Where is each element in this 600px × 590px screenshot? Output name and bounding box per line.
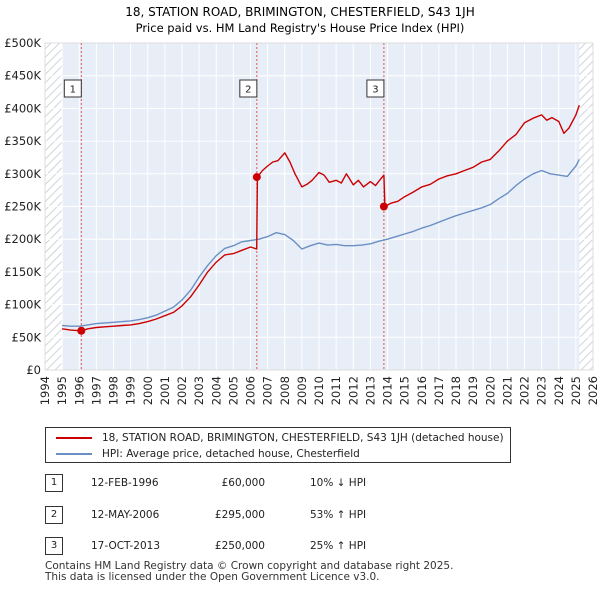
sale-marker-label: 3 bbox=[366, 79, 385, 98]
x-tick-label: 2019 bbox=[466, 376, 480, 405]
sale-marker-box bbox=[63, 79, 82, 98]
x-tick-label: 2005 bbox=[226, 376, 240, 405]
sale-row: 2 12-MAY-2006 £295,000 53% ↑ HPI bbox=[45, 506, 585, 526]
chart-subtitle: Price paid vs. HM Land Registry's House … bbox=[136, 21, 465, 35]
legend: 18, STATION ROAD, BRIMINGTON, CHESTERFIE… bbox=[45, 427, 511, 463]
sale-hpi-diff: 10% ↓ HPI bbox=[310, 477, 367, 489]
x-tick-label: 2001 bbox=[158, 376, 172, 405]
sale-price: £250,000 bbox=[214, 540, 265, 552]
sale-badge: 2 bbox=[45, 506, 63, 524]
legend-item-hpi: HPI: Average price, detached house, Ches… bbox=[56, 446, 360, 462]
sale-price: £60,000 bbox=[221, 477, 265, 489]
x-tick-label: 2008 bbox=[278, 376, 292, 405]
sale-marker-label: 1 bbox=[63, 79, 82, 98]
sale-point bbox=[252, 173, 261, 182]
chart-title: 18, STATION ROAD, BRIMINGTON, CHESTERFIE… bbox=[125, 5, 475, 19]
footer-copyright: Contains HM Land Registry data © Crown c… bbox=[45, 560, 454, 572]
x-tick-label: 2004 bbox=[209, 376, 223, 405]
sale-row: 3 17-OCT-2013 £250,000 25% ↑ HPI bbox=[45, 537, 585, 557]
x-tick-label: 2020 bbox=[483, 376, 497, 405]
sale-date: 12-FEB-1996 bbox=[91, 477, 159, 489]
x-tick-label: 1995 bbox=[55, 376, 69, 405]
x-tick-label: 2024 bbox=[552, 376, 566, 405]
sale-hpi-diff: 25% ↑ HPI bbox=[310, 540, 367, 552]
sale-badge: 1 bbox=[45, 474, 63, 492]
x-tick-label: 2011 bbox=[329, 376, 343, 405]
sale-price: £295,000 bbox=[214, 509, 265, 521]
x-tick-label: 2021 bbox=[500, 376, 514, 405]
footer-license: This data is licensed under the Open Gov… bbox=[45, 571, 380, 583]
sale-marker-number: 3 bbox=[372, 85, 378, 96]
y-tick-label: £0 bbox=[26, 363, 41, 377]
sale-row: 1 12-FEB-1996 £60,000 10% ↓ HPI bbox=[45, 474, 585, 494]
x-tick-label: 1996 bbox=[72, 376, 86, 405]
legend-label-hpi: HPI: Average price, detached house, Ches… bbox=[102, 448, 360, 460]
x-tick-label: 1998 bbox=[107, 376, 121, 405]
series-line-property bbox=[61, 104, 580, 332]
sale-date: 17-OCT-2013 bbox=[91, 540, 160, 552]
x-tick-label: 2023 bbox=[535, 376, 549, 405]
x-tick-label: 1994 bbox=[38, 376, 52, 405]
x-tick-label: 2007 bbox=[261, 376, 275, 405]
sale-marker-number: 2 bbox=[245, 85, 251, 96]
x-tick-label: 2022 bbox=[518, 376, 532, 405]
x-tick-label: 2014 bbox=[381, 376, 395, 405]
sale-date: 12-MAY-2006 bbox=[91, 509, 160, 521]
x-tick-label: 2018 bbox=[449, 376, 463, 405]
x-tick-label: 1999 bbox=[124, 376, 138, 405]
plot-border bbox=[44, 42, 594, 371]
y-tick-label: £400K bbox=[4, 101, 41, 115]
x-tick-label: 2002 bbox=[175, 376, 189, 405]
x-tick-label: 2017 bbox=[432, 376, 446, 405]
x-tick-label: 2015 bbox=[398, 376, 412, 405]
x-tick-label: 2009 bbox=[295, 376, 309, 405]
x-tick-label: 2026 bbox=[586, 376, 600, 405]
y-tick-label: £350K bbox=[4, 134, 41, 148]
footer: Contains HM Land Registry data © Crown c… bbox=[45, 561, 453, 583]
x-tick-label: 2025 bbox=[569, 376, 583, 405]
x-tick-label: 2003 bbox=[192, 376, 206, 405]
x-tick-label: 1997 bbox=[89, 376, 103, 405]
plot-series-group bbox=[61, 43, 580, 370]
sale-marker-number: 1 bbox=[70, 85, 76, 96]
legend-item-property: 18, STATION ROAD, BRIMINGTON, CHESTERFIE… bbox=[56, 430, 504, 446]
y-tick-label: £250K bbox=[4, 200, 41, 214]
x-tick-label: 2010 bbox=[312, 376, 326, 405]
sale-badge: 3 bbox=[45, 537, 63, 555]
x-tick-label: 2012 bbox=[346, 376, 360, 405]
x-tick-label: 2016 bbox=[415, 376, 429, 405]
x-tick-label: 2013 bbox=[363, 376, 377, 405]
y-tick-label: £500K bbox=[4, 36, 41, 50]
sale-point bbox=[379, 202, 388, 211]
sale-point bbox=[77, 326, 86, 335]
legend-swatch-property bbox=[56, 437, 92, 439]
y-tick-label: £450K bbox=[4, 69, 41, 83]
sale-marker-label: 2 bbox=[239, 79, 258, 98]
legend-swatch-hpi bbox=[56, 453, 92, 455]
y-tick-label: £50K bbox=[12, 330, 42, 344]
price-chart: 18, STATION ROAD, BRIMINGTON, CHESTERFIE… bbox=[4, 5, 600, 405]
y-tick-label: £200K bbox=[4, 232, 41, 246]
legend-label-property: 18, STATION ROAD, BRIMINGTON, CHESTERFIE… bbox=[102, 432, 504, 444]
series-line-hpi bbox=[62, 159, 580, 327]
sale-marker-box bbox=[239, 79, 258, 98]
y-tick-label: £300K bbox=[4, 167, 41, 181]
y-tick-label: £150K bbox=[4, 265, 41, 279]
sale-marker-box bbox=[366, 79, 385, 98]
x-tick-label: 2000 bbox=[141, 376, 155, 405]
y-tick-label: £100K bbox=[4, 298, 41, 312]
sale-hpi-diff: 53% ↑ HPI bbox=[310, 509, 367, 521]
x-tick-label: 2006 bbox=[244, 376, 258, 405]
